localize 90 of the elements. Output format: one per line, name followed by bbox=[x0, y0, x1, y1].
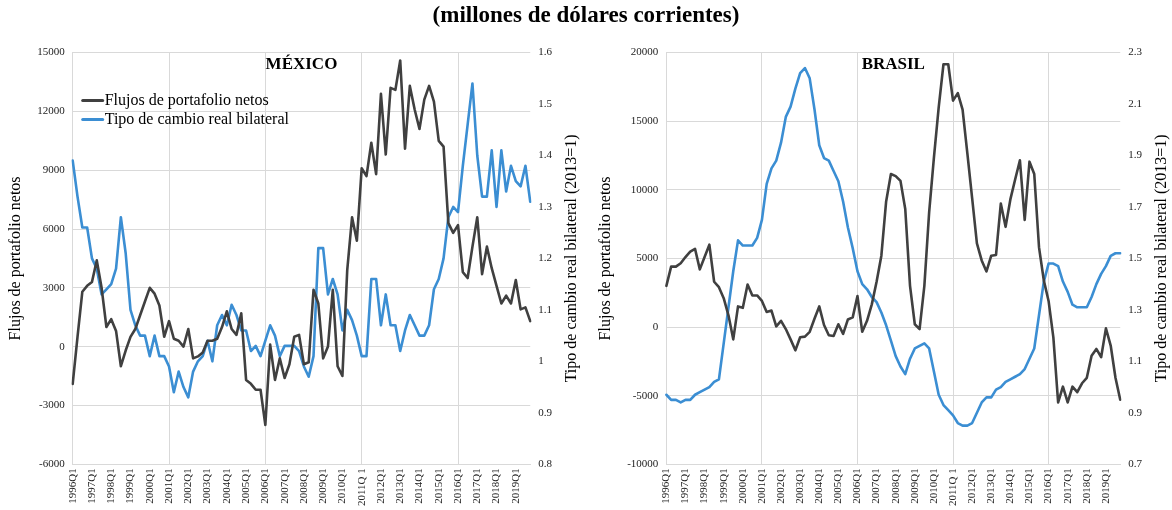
y-tick-label: 5000 bbox=[636, 251, 659, 264]
x-tick-label: 2008Q1 bbox=[296, 468, 309, 504]
y2-tick-label: 0.7 bbox=[1128, 457, 1143, 470]
x-tick-label: 1996Q1 bbox=[65, 468, 78, 504]
x-tick-label: 2011Q 1 bbox=[354, 468, 367, 507]
y-tick-label: -10000 bbox=[627, 457, 659, 470]
chart-title: MÉXICO bbox=[265, 54, 338, 74]
y-tick-label: -6000 bbox=[39, 457, 66, 470]
y-tick-label: 6000 bbox=[42, 221, 66, 234]
y2-tick-label: 1.7 bbox=[1128, 199, 1143, 212]
y-tick-label: -3000 bbox=[39, 398, 66, 411]
text: (millones de dólares corrientes) bbox=[431, 2, 741, 28]
y2-tick-label: 1.1 bbox=[538, 302, 552, 315]
x-tick-label: 2018Q1 bbox=[489, 468, 502, 504]
x-tick-label: 2007Q1 bbox=[869, 468, 882, 504]
y-tick-label: 10000 bbox=[630, 182, 659, 195]
x-tick-label: 2016Q1 bbox=[1041, 468, 1054, 504]
y2-tick-label: 1.3 bbox=[1128, 302, 1143, 315]
x-tick-label: 2009Q1 bbox=[316, 468, 329, 504]
y-tick-label: 15000 bbox=[630, 114, 659, 127]
y-axis-title: Flujos de portafolio netos bbox=[595, 176, 614, 341]
y-tick-label: 0 bbox=[652, 319, 659, 332]
x-tick-label: 1998Q1 bbox=[697, 468, 710, 504]
x-tick-label: 2002Q1 bbox=[181, 468, 194, 504]
legend-label: Flujos de portafolio netos bbox=[104, 90, 269, 109]
x-tick-label: 2000Q1 bbox=[142, 468, 155, 504]
x-tick-label: 2012Q1 bbox=[965, 468, 978, 504]
y2-tick-label: 1.5 bbox=[1128, 251, 1143, 264]
x-tick-label: 2013Q1 bbox=[984, 468, 997, 504]
x-tick-label: 1999Q1 bbox=[123, 468, 136, 504]
x-tick-label: 2015Q1 bbox=[1022, 468, 1035, 504]
x-tick-label: 2001Q1 bbox=[161, 468, 174, 504]
x-tick-label: 1997Q1 bbox=[678, 468, 691, 504]
x-tick-label: 2005Q1 bbox=[831, 468, 844, 504]
y2-tick-label: 1.1 bbox=[1128, 354, 1142, 367]
x-tick-label: 2001Q1 bbox=[754, 468, 767, 504]
x-tick-label: 2008Q1 bbox=[888, 468, 901, 504]
y-tick-label: 20000 bbox=[630, 45, 659, 58]
x-tick-label: 1999Q1 bbox=[716, 468, 729, 504]
x-tick-label: 1996Q1 bbox=[659, 468, 672, 504]
y-tick-label: 12000 bbox=[37, 104, 66, 117]
x-tick-label: 2019Q1 bbox=[1098, 468, 1111, 504]
y2-tick-label: 0.9 bbox=[538, 405, 553, 418]
x-tick-label: 2006Q1 bbox=[258, 468, 271, 504]
x-tick-label: 2007Q1 bbox=[277, 468, 290, 504]
x-tick-label: 2016Q1 bbox=[450, 468, 463, 504]
x-tick-label: 2003Q1 bbox=[200, 468, 213, 504]
y2-tick-label: 1.9 bbox=[1128, 148, 1143, 161]
x-tick-label: 2002Q1 bbox=[773, 468, 786, 504]
x-tick-label: 2004Q1 bbox=[812, 468, 825, 504]
x-tick-label: 2014Q1 bbox=[412, 468, 425, 504]
x-tick-label: 2003Q1 bbox=[793, 468, 806, 504]
x-tick-label: 2010Q1 bbox=[926, 468, 939, 504]
x-tick-label: 2017Q1 bbox=[1060, 468, 1073, 504]
y2-tick-label: 0.9 bbox=[1128, 405, 1143, 418]
y2-tick-label: 1.6 bbox=[538, 45, 553, 58]
x-tick-label: 2009Q1 bbox=[907, 468, 920, 504]
y2-tick-label: 1.2 bbox=[538, 251, 552, 264]
y-tick-label: 9000 bbox=[42, 163, 66, 176]
y2-tick-label: 1.5 bbox=[538, 96, 553, 109]
x-tick-label: 2005Q1 bbox=[238, 468, 251, 504]
y-tick-label: 3000 bbox=[42, 280, 66, 293]
legend-label: Tipo de cambio real bilateral bbox=[104, 109, 290, 128]
x-tick-label: 2006Q1 bbox=[850, 468, 863, 504]
y2-tick-label: 0.8 bbox=[538, 457, 553, 470]
x-tick-label: 2014Q1 bbox=[1003, 468, 1016, 504]
x-tick-label: 2018Q1 bbox=[1079, 468, 1092, 504]
x-tick-label: 2015Q1 bbox=[431, 468, 444, 504]
x-tick-label: 2013Q1 bbox=[393, 468, 406, 504]
x-tick-label: 2010Q1 bbox=[335, 468, 348, 504]
y-tick-label: 15000 bbox=[37, 45, 66, 58]
y-tick-label: 0 bbox=[59, 339, 66, 352]
x-tick-label: 2017Q1 bbox=[470, 468, 483, 504]
y2-tick-label: 1.4 bbox=[538, 148, 553, 161]
y2-axis-title: Tipo de cambio real bilateral (2013=1) bbox=[1152, 134, 1171, 383]
x-tick-label: 1997Q1 bbox=[84, 468, 97, 504]
y-axis-title: Flujos de portafolio netos bbox=[5, 176, 24, 341]
x-tick-label: 2011Q 1 bbox=[945, 468, 958, 507]
x-tick-label: 2004Q1 bbox=[219, 468, 232, 504]
y2-tick-label: 2.3 bbox=[1128, 45, 1143, 58]
x-tick-label: 1998Q1 bbox=[104, 468, 117, 504]
x-tick-label: 2019Q1 bbox=[508, 468, 521, 504]
y2-tick-label: 1 bbox=[538, 354, 544, 367]
x-tick-label: 2012Q1 bbox=[373, 468, 386, 504]
chart-title: BRASIL bbox=[861, 54, 925, 74]
y2-axis-title: Tipo de cambio real bilateral (2013=1) bbox=[562, 134, 581, 383]
y2-tick-label: 2.1 bbox=[1128, 96, 1142, 109]
y-tick-label: -5000 bbox=[632, 388, 659, 401]
x-tick-label: 2000Q1 bbox=[735, 468, 748, 504]
y2-tick-label: 1.3 bbox=[538, 199, 553, 212]
